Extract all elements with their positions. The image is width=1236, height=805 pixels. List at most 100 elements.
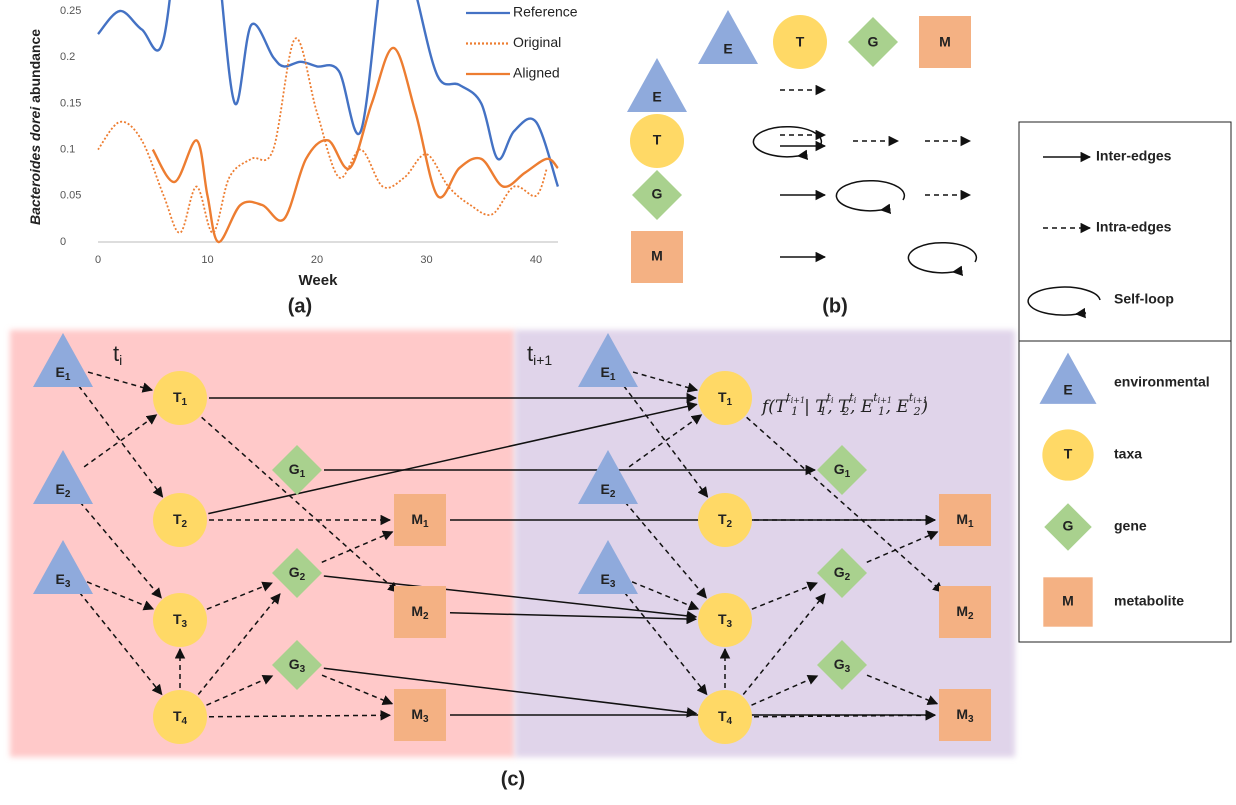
text-part: ,	[827, 397, 838, 417]
text-part: E	[56, 571, 65, 587]
text-part: T	[173, 511, 182, 527]
node-diamond	[1044, 503, 1092, 551]
y-tick-label: 0.25	[60, 5, 81, 17]
text-part: 1	[300, 469, 306, 480]
node-label: M2	[411, 603, 429, 622]
edge	[208, 401, 698, 515]
node-triangle	[1039, 352, 1097, 404]
text-part: T	[815, 397, 828, 417]
node-label: M3	[956, 706, 974, 725]
edge	[632, 371, 699, 393]
text-part: E	[56, 481, 65, 497]
node-diamond	[272, 640, 322, 690]
text-part: 2	[841, 405, 849, 418]
text-part: T	[173, 389, 182, 405]
node-label: E1	[601, 364, 616, 383]
panel-label: (a)	[288, 295, 312, 317]
node-letter: T	[1064, 446, 1073, 462]
y-axis-label: Bacteroides dorei abundance	[27, 29, 43, 225]
text-part: 2	[65, 489, 71, 500]
text-part: E	[895, 397, 909, 417]
text-part: 3	[610, 579, 616, 590]
node-label: M1	[956, 511, 974, 530]
node-label: T2	[173, 511, 188, 530]
edge	[746, 416, 944, 593]
edge	[201, 416, 399, 593]
text-part: )	[920, 397, 928, 417]
node-square	[919, 16, 971, 68]
text-part: 1	[727, 397, 733, 408]
text-part: abundance	[27, 29, 43, 103]
y-tick-label: 0	[60, 236, 66, 248]
text-part: G	[289, 564, 300, 580]
text-part: G	[289, 461, 300, 477]
node-label: G2	[834, 564, 851, 583]
node-circle	[698, 371, 752, 425]
text-part: E	[860, 397, 874, 417]
legend-label: Reference	[513, 4, 578, 20]
edge	[83, 414, 158, 468]
edge	[866, 674, 939, 706]
node-letter: M	[1062, 593, 1074, 609]
edge	[323, 667, 698, 718]
node-circle	[153, 690, 207, 744]
node-letter: M	[939, 34, 951, 50]
self-loop	[907, 242, 978, 274]
y-tick-label: 0.1	[60, 144, 75, 156]
text-part: i	[854, 396, 857, 405]
panel-label: (b)	[822, 295, 848, 317]
edge	[78, 591, 163, 696]
node-square	[1043, 577, 1093, 627]
node-circle	[153, 371, 207, 425]
x-tick-label: 10	[201, 254, 213, 266]
node-circle	[630, 114, 684, 168]
node-letter: E	[652, 89, 661, 105]
text-part: M	[956, 511, 968, 527]
text-part: E	[601, 571, 610, 587]
node-circle	[698, 493, 752, 547]
text-part: 2	[300, 572, 306, 583]
text-part: E	[601, 364, 610, 380]
text-part: 1	[423, 519, 429, 530]
self-loop	[752, 126, 823, 158]
node-diamond	[272, 445, 322, 495]
node-label: T4	[173, 708, 188, 727]
text-part: T	[838, 397, 851, 417]
text-part: 2	[727, 519, 733, 530]
node-triangle	[578, 540, 638, 594]
node-circle	[1042, 429, 1094, 481]
text-part: i+1	[791, 396, 805, 405]
text-part: G	[834, 564, 845, 580]
legend-label: Inter-edges	[1096, 148, 1172, 164]
node-diamond	[272, 548, 322, 598]
text-part: T	[718, 511, 727, 527]
text-part: 2	[968, 611, 974, 622]
node-diamond	[632, 170, 682, 220]
node-letter: T	[653, 132, 662, 148]
node-label: M3	[411, 706, 429, 725]
node-label: E3	[56, 571, 71, 590]
text-part: i	[119, 352, 122, 368]
legend-label: Self-loop	[1114, 291, 1174, 307]
text-part: T	[775, 397, 788, 417]
node-diamond	[817, 640, 867, 690]
text-part: 3	[423, 714, 429, 725]
edge	[197, 593, 281, 695]
text-part: i	[831, 396, 834, 405]
text-part: M	[956, 603, 968, 619]
x-tick-label: 30	[420, 254, 432, 266]
edge	[449, 612, 698, 625]
legend-label: environmental	[1114, 374, 1210, 390]
node-square	[394, 689, 446, 741]
text-part: 3	[968, 714, 974, 725]
node-label: T4	[718, 708, 733, 727]
text-part: 1	[878, 405, 885, 418]
text-part: f(	[760, 397, 775, 417]
edge	[631, 581, 700, 611]
text-part: 2	[845, 572, 851, 583]
edge	[623, 591, 708, 696]
node-square	[394, 586, 446, 638]
node-label: G2	[289, 564, 306, 583]
node-label: T1	[173, 389, 188, 408]
node-label: G3	[834, 656, 851, 675]
